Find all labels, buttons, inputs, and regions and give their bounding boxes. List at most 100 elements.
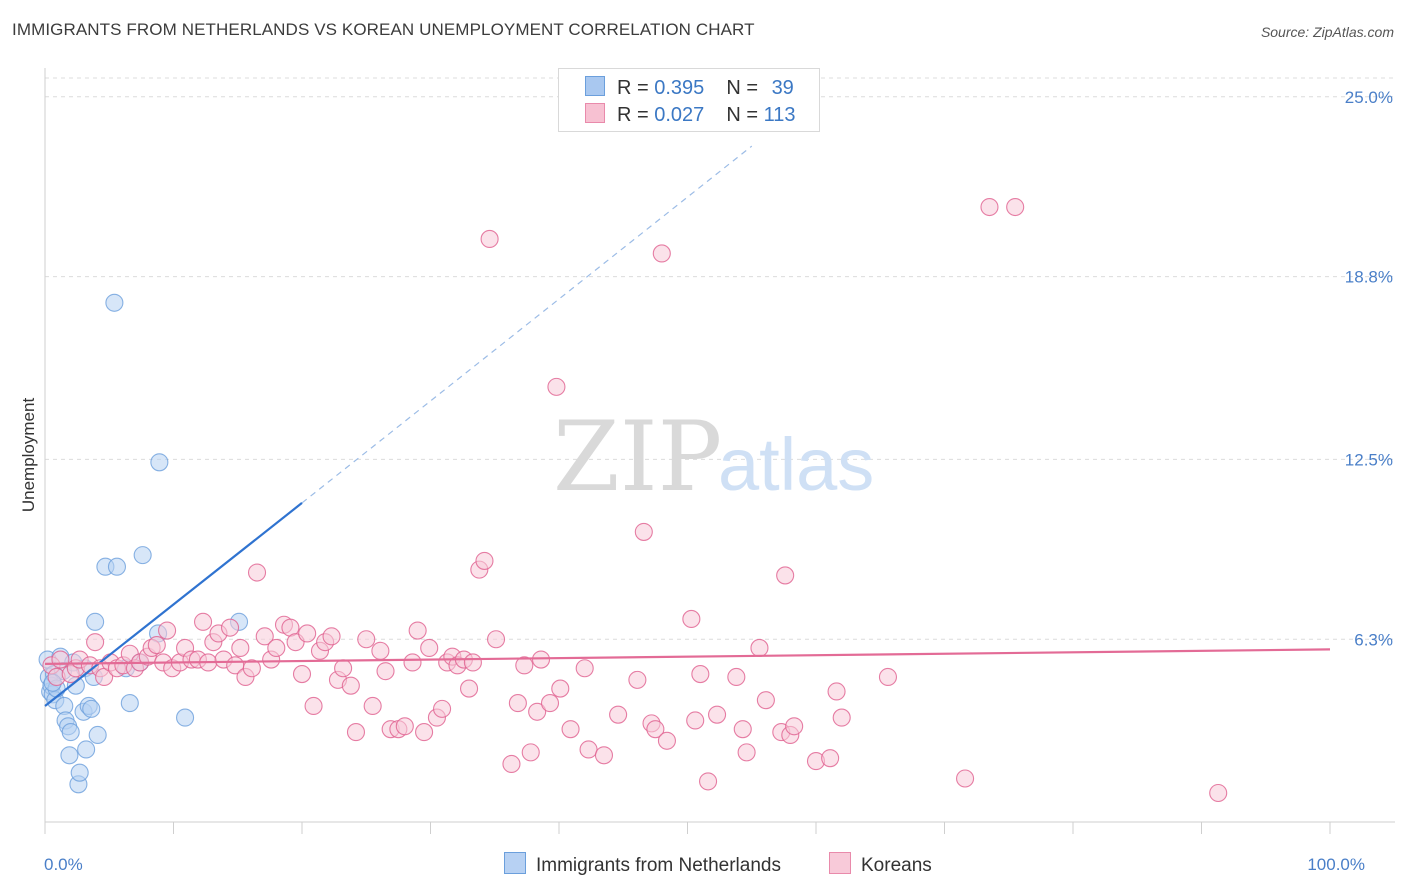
watermark-zip: ZIP [553,401,722,513]
data-point [376,662,395,681]
data-point [120,694,139,713]
data-point [242,659,261,678]
data-point [733,720,752,739]
y-tick-label: 6.3% [1354,630,1393,649]
data-point [255,627,274,646]
data-point [341,676,360,695]
series-netherlands-points [38,293,249,794]
data-point [594,746,614,765]
series-legend-swatch-koreans [829,852,851,874]
data-point [357,630,376,649]
data-point [480,229,499,248]
trend-line-netherlands [44,502,303,707]
x-tick-labels: 0.0% 100.0% [44,855,1365,874]
data-point [737,743,756,762]
trend-line-koreans [44,648,1331,666]
data-point [575,659,594,678]
y-tick-label: 18.8% [1345,268,1393,287]
data-point [682,609,701,628]
data-point [292,665,312,684]
data-point [502,754,521,774]
data-point [88,725,107,745]
data-point [750,638,769,658]
data-point [133,546,152,565]
data-point [408,621,427,640]
data-point [727,667,746,687]
axes [44,68,1395,834]
grid-lines [45,77,1395,640]
y-axis-label: Unemployment [19,398,38,513]
data-point [86,612,105,631]
legend-r-label: R = [617,104,655,126]
data-point [634,522,653,541]
y-tick-labels: 6.3% 12.5% 18.8% 25.0% [1345,88,1393,649]
data-point [322,627,341,646]
data-point [247,563,267,582]
y-tick-label: 12.5% [1345,450,1393,469]
data-point [298,624,317,643]
legend-n-label: N = [726,104,764,126]
watermark: ZIP atlas [553,401,874,513]
series-legend-netherlands: Immigrants from Netherlands [504,852,781,877]
data-point [878,667,898,687]
trend-lines [44,145,1331,707]
data-point [105,293,124,312]
data-point [956,769,975,788]
data-point [756,691,775,710]
data-point [1006,197,1025,217]
data-point [60,746,79,765]
legend-n-value: 113 [763,104,796,126]
chart-title: IMMIGRANTS FROM NETHERLANDS VS KOREAN UN… [12,20,755,39]
data-point [827,682,846,701]
data-point [420,638,439,658]
data-point [176,708,195,727]
legend-row-koreans: R = 0.027 N = 113 [585,103,796,126]
trend-line-netherlands-extension [301,145,753,504]
data-point [433,699,452,718]
data-point [646,720,665,739]
data-point [231,638,250,658]
watermark-atlas: atlas [718,423,874,506]
data-point [691,665,710,684]
y-tick-label: 25.0% [1345,88,1393,107]
series-legend-koreans: Koreans [829,852,932,877]
series-legend-label: Immigrants from Netherlands [536,855,781,876]
data-point [403,653,422,672]
data-point [86,633,105,652]
data-point [150,453,169,472]
data-point [415,723,434,742]
data-point [609,705,628,724]
data-point [486,630,506,649]
legend-swatch-netherlands [585,76,605,96]
legend-row-netherlands: R = 0.395 N = 39 [585,76,794,99]
data-point [51,650,70,669]
correlation-legend: R = 0.395 N = 39 R = 0.027 N = 113 [558,68,820,132]
series-legend-label: Koreans [861,855,932,876]
data-point [528,702,547,721]
data-point [220,618,240,637]
data-point [267,638,286,658]
data-point [832,708,851,727]
data-point [194,612,213,631]
data-point [699,772,718,791]
data-point [475,551,494,570]
data-point [531,650,551,669]
data-point [521,743,540,762]
data-point [304,696,323,716]
x-tick-label: 100.0% [1307,855,1365,874]
data-point [515,656,534,675]
data-point [334,659,353,678]
legend-swatch-koreans [585,103,605,123]
series-legend: Immigrants from Netherlands Koreans [0,852,1406,878]
data-point [547,377,566,396]
legend-n-label: N = [726,77,764,99]
source-label: Source: ZipAtlas.com [1260,24,1394,40]
series-koreans-points [42,197,1228,803]
data-point [776,566,795,585]
data-point [657,731,676,750]
data-point [821,749,840,768]
data-point [628,670,647,689]
legend-r-label: R = [617,77,655,99]
data-point [785,717,804,736]
